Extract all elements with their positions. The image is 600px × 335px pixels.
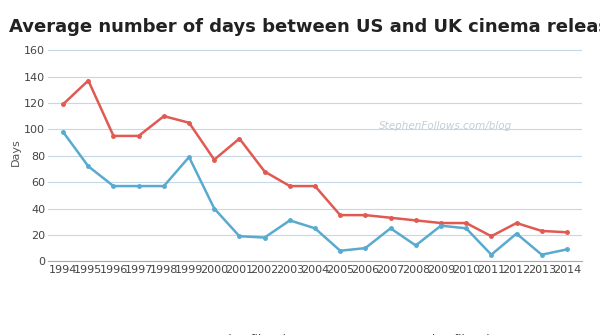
Top 100 grossing films in US (211, 158, 218, 162)
Top 100 grossing films in US (160, 114, 167, 118)
Top 100 grossing films in US (362, 213, 369, 217)
Top 10 grossing films in US (362, 246, 369, 250)
Top 10 grossing films in US (185, 155, 193, 159)
Y-axis label: Days: Days (11, 139, 22, 166)
Top 100 grossing films in US (337, 213, 344, 217)
Top 10 grossing films in US (538, 253, 545, 257)
Top 10 grossing films in US (261, 236, 268, 240)
Top 10 grossing films in US (488, 253, 495, 257)
Top 10 grossing films in US (387, 226, 394, 230)
Top 10 grossing films in US (59, 130, 67, 134)
Top 100 grossing films in US (135, 134, 142, 138)
Top 100 grossing films in US (513, 221, 520, 225)
Top 100 grossing films in US (311, 184, 319, 188)
Top 100 grossing films in US (488, 234, 495, 238)
Top 100 grossing films in US (185, 121, 193, 125)
Top 10 grossing films in US (563, 248, 571, 252)
Top 100 grossing films in US (59, 102, 67, 106)
Top 10 grossing films in US (463, 226, 470, 230)
Top 10 grossing films in US (513, 231, 520, 236)
Text: StephenFollows.com/blog: StephenFollows.com/blog (379, 121, 512, 131)
Top 10 grossing films in US (437, 224, 445, 228)
Top 10 grossing films in US (286, 218, 293, 222)
Top 10 grossing films in US (110, 184, 117, 188)
Top 100 grossing films in US (463, 221, 470, 225)
Top 10 grossing films in US (311, 226, 319, 230)
Top 100 grossing films in US (85, 78, 92, 82)
Top 10 grossing films in US (211, 206, 218, 210)
Legend: Top 100 grossing films in US, Top 10 grossing films in US: Top 100 grossing films in US, Top 10 gro… (113, 334, 517, 335)
Title: Average number of days between US and UK cinema release: Average number of days between US and UK… (9, 18, 600, 37)
Top 100 grossing films in US (236, 137, 243, 141)
Top 100 grossing films in US (387, 216, 394, 220)
Line: Top 100 grossing films in US: Top 100 grossing films in US (61, 79, 569, 238)
Top 10 grossing films in US (337, 249, 344, 253)
Top 100 grossing films in US (538, 229, 545, 233)
Top 100 grossing films in US (286, 184, 293, 188)
Top 10 grossing films in US (412, 244, 419, 248)
Top 100 grossing films in US (437, 221, 445, 225)
Top 100 grossing films in US (563, 230, 571, 234)
Top 100 grossing films in US (261, 170, 268, 174)
Top 10 grossing films in US (85, 164, 92, 168)
Top 10 grossing films in US (135, 184, 142, 188)
Top 10 grossing films in US (160, 184, 167, 188)
Top 100 grossing films in US (412, 218, 419, 222)
Line: Top 10 grossing films in US: Top 10 grossing films in US (61, 130, 569, 256)
Top 100 grossing films in US (110, 134, 117, 138)
Top 10 grossing films in US (236, 234, 243, 238)
